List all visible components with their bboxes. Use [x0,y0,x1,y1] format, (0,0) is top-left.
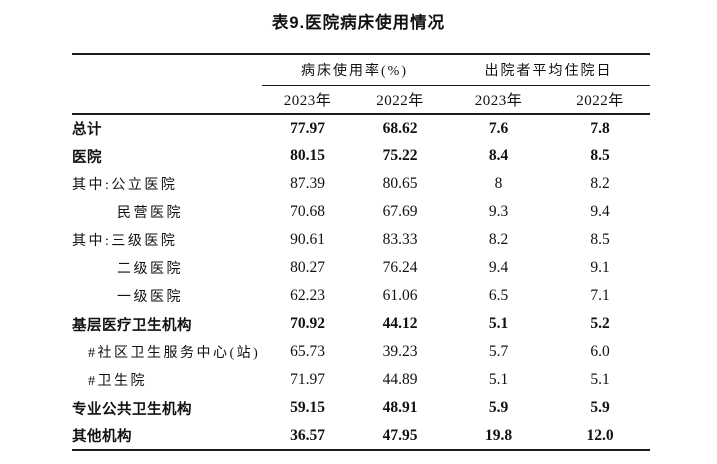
report-page: 表9.医院病床使用情况 病床使用率(%) 出院者平均住院日 2023年 2022… [72,14,650,451]
cell-value: 59.15 [290,399,325,416]
table-row: 专业公共卫生机构 59.15 48.91 5.9 5.9 [72,394,650,422]
cell-value: 5.9 [488,399,509,416]
row-label: 总计 [72,122,102,138]
cell-value: 7.8 [590,119,610,137]
cell-value: 8 [494,175,503,192]
cell-value: 62.23 [290,287,325,304]
table-row: 其他机构 36.57 47.95 19.8 12.0 [72,422,650,450]
cell-value: 5.7 [488,343,509,360]
cell-value: 8.5 [590,231,610,248]
table-row: 医院 80.15 75.22 8.4 8.5 [72,142,650,170]
cell-value: 5.9 [590,399,610,416]
cell-value: 90.61 [290,231,325,248]
cell-value: 80.27 [290,259,325,276]
row-label: #社区卫生服务中心(站) [88,346,261,361]
row-label: 基层医疗卫生机构 [72,317,192,334]
header-corner-cell [72,54,262,85]
table-row: 其中:三级医院 90.61 83.33 8.2 8.5 [72,226,650,254]
table-row: 民营医院 70.68 67.69 9.3 9.4 [72,198,650,226]
year-header-row: 2023年 2022年 2023年 2022年 [72,85,650,115]
cell-value: 7.6 [488,119,509,137]
row-label: 其中:三级医院 [72,234,178,249]
cell-value: 7.1 [590,287,610,304]
table-header: 病床使用率(%) 出院者平均住院日 2023年 2022年 2023年 2022… [72,54,650,115]
year-header-2023-rate: 2023年 [262,85,353,115]
cell-value: 61.06 [382,287,418,304]
cell-value: 70.68 [290,203,325,220]
table-row: #卫生院 71.97 44.89 5.1 5.1 [72,366,650,394]
cell-value: 8.2 [590,175,610,192]
row-label: 二级医院 [117,262,183,277]
cell-value: 36.57 [290,426,325,444]
row-label: #卫生院 [88,374,147,389]
cell-value: 8.4 [488,147,509,164]
hospital-bed-usage-table: 病床使用率(%) 出院者平均住院日 2023年 2022年 2023年 2022… [72,53,650,451]
table-row: 其中:公立医院 87.39 80.65 8 8.2 [72,170,650,198]
cell-value: 8.2 [488,231,509,248]
cell-value: 68.62 [382,119,418,137]
cell-value: 80.15 [290,147,325,164]
row-label: 其他机构 [72,429,132,445]
year-header-2022-stay: 2022年 [550,85,650,115]
table-row: 一级医院 62.23 61.06 6.5 7.1 [72,282,650,310]
cell-value: 19.8 [484,426,513,444]
cell-value: 9.4 [488,259,509,276]
column-group-avg-length-of-stay: 出院者平均住院日 [447,54,650,86]
cell-value: 44.12 [382,315,418,332]
table-row: 二级医院 80.27 76.24 9.4 9.1 [72,254,650,282]
cell-value: 65.73 [290,343,325,360]
table-row: 总计 77.97 68.62 7.6 7.8 [72,114,650,142]
header-empty-cell [72,85,262,115]
row-label: 医院 [72,149,102,166]
cell-value: 44.89 [382,371,418,388]
cell-value: 39.23 [382,343,418,360]
cell-value: 5.1 [488,315,509,332]
table-row: #社区卫生服务中心(站) 65.73 39.23 5.7 6.0 [72,338,650,366]
cell-value: 80.65 [382,175,418,192]
cell-value: 5.1 [488,371,509,388]
year-header-2022-rate: 2022年 [353,85,447,115]
cell-value: 87.39 [290,175,325,192]
cell-value: 9.4 [590,203,610,220]
cell-value: 9.3 [488,203,509,220]
row-label: 民营医院 [117,206,183,221]
cell-value: 67.69 [382,203,418,220]
column-group-header-row: 病床使用率(%) 出院者平均住院日 [72,54,650,86]
table-row: 基层医疗卫生机构 70.92 44.12 5.1 5.2 [72,310,650,338]
year-header-2023-stay: 2023年 [447,85,550,115]
cell-value: 6.5 [488,287,509,304]
cell-value: 5.1 [590,371,610,388]
cell-value: 83.33 [382,231,418,248]
table-body: 总计 77.97 68.62 7.6 7.8 医院 80.15 75.22 8.4 8.5 其中:公… [72,114,650,450]
cell-value: 12.0 [586,426,614,444]
row-label: 一级医院 [117,290,183,305]
row-label: 其中:公立医院 [72,178,178,193]
cell-value: 75.22 [382,147,418,164]
table-title: 表9.医院病床使用情况 [271,14,446,32]
cell-value: 9.1 [590,259,610,276]
cell-value: 70.92 [290,315,325,332]
cell-value: 71.97 [290,371,325,388]
cell-value: 76.24 [382,259,418,276]
cell-value: 48.91 [382,399,418,416]
cell-value: 77.97 [290,119,325,137]
cell-value: 47.95 [382,426,418,444]
cell-value: 8.5 [590,147,610,164]
cell-value: 5.2 [590,315,610,332]
cell-value: 6.0 [590,343,610,360]
column-group-bed-utilization-rate: 病床使用率(%) [262,54,447,86]
row-label: 专业公共卫生机构 [72,401,192,418]
